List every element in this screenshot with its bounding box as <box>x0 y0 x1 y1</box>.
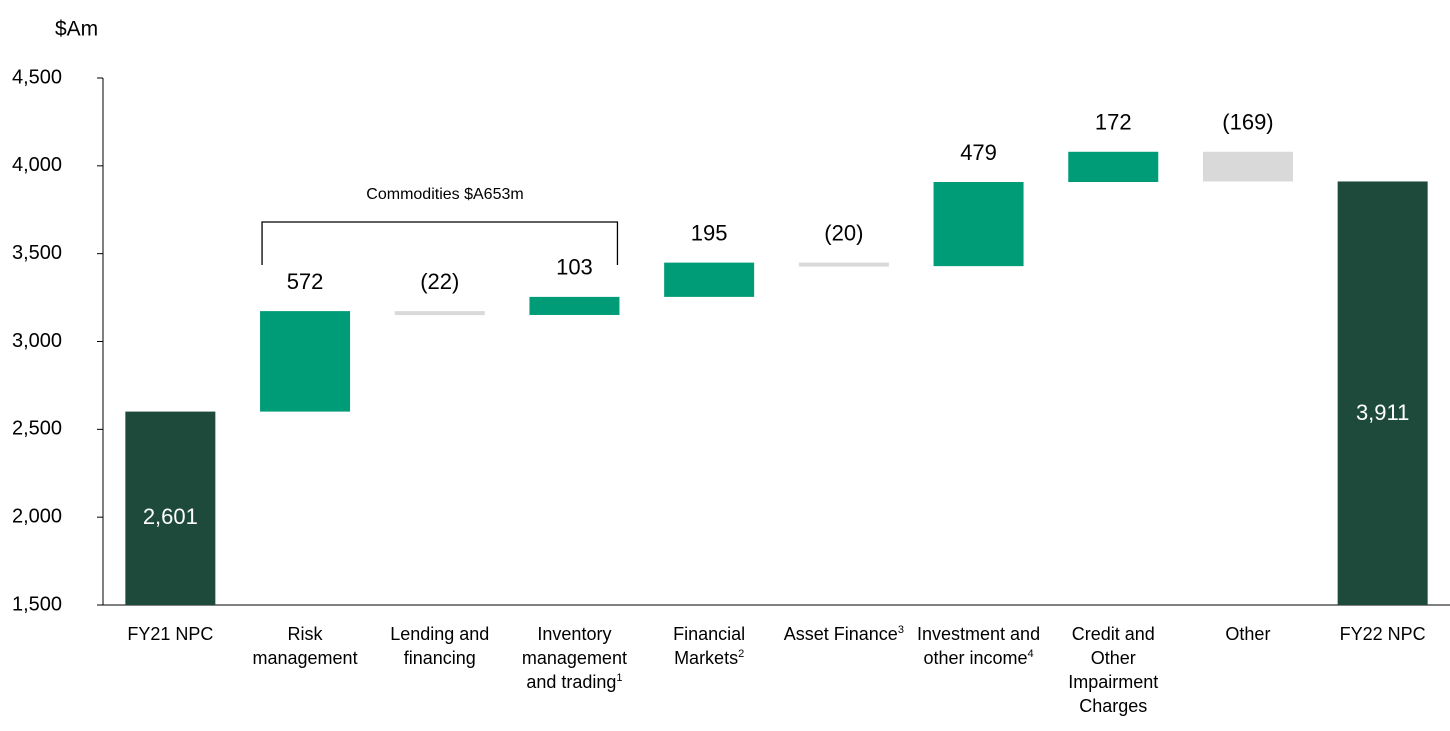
y-tick-label: 4,000 <box>12 154 62 176</box>
x-tick-label: Other <box>1183 622 1313 646</box>
y-tick-label: 2,000 <box>12 505 62 527</box>
value-label: (22) <box>420 269 459 294</box>
bar <box>1068 151 1159 182</box>
value-label: (20) <box>824 220 863 245</box>
y-tick-label: 3,500 <box>12 242 62 264</box>
value-label: 195 <box>691 220 728 245</box>
bar <box>260 311 351 412</box>
category-text: Financial Markets <box>673 624 746 668</box>
x-tick-label: Inventory management and trading1 <box>509 622 639 694</box>
category-text: Asset Finance <box>783 624 898 644</box>
footnote-mark: 1 <box>616 672 623 684</box>
category-text: Credit and Other Impairment Charges <box>1068 624 1159 716</box>
footnote-mark: 3 <box>897 624 904 636</box>
bar <box>1202 151 1293 182</box>
category-text: Risk management <box>252 624 358 668</box>
y-tick-label: 4,500 <box>12 66 62 88</box>
category-text: Inventory management and trading <box>521 624 627 692</box>
value-label: 2,601 <box>143 504 198 529</box>
footnote-mark: 2 <box>738 648 745 660</box>
y-axis-label: $Am <box>55 18 98 41</box>
x-tick-label: FY21 NPC <box>105 622 235 646</box>
x-tick-label: FY22 NPC <box>1318 622 1448 646</box>
category-text: Investment and other income <box>917 624 1041 668</box>
bar <box>664 262 755 297</box>
value-label: 479 <box>960 140 997 165</box>
annotation: Commodities $A653m <box>366 186 523 203</box>
bar <box>125 411 216 605</box>
bar <box>529 296 620 315</box>
value-label: (169) <box>1222 110 1273 135</box>
x-tick-label: Asset Finance3 <box>779 622 909 646</box>
x-tick-label: Lending and financing <box>375 622 505 670</box>
x-tick-label: Financial Markets2 <box>644 622 774 670</box>
bar <box>798 262 889 267</box>
x-tick-label: Credit and Other Impairment Charges <box>1048 622 1178 718</box>
bar <box>1337 181 1428 606</box>
category-text: Other <box>1225 624 1271 644</box>
y-tick-label: 3,000 <box>12 330 62 352</box>
bar <box>394 311 485 316</box>
footnote-mark: 4 <box>1027 648 1034 660</box>
y-tick-label: 2,500 <box>12 418 62 440</box>
x-tick-label: Risk management <box>240 622 370 670</box>
annotation-bracket <box>261 221 619 265</box>
value-label: 103 <box>556 255 593 280</box>
y-tick-label: 1,500 <box>12 593 62 615</box>
bar <box>933 181 1024 267</box>
x-tick-label: Investment and other income4 <box>914 622 1044 670</box>
value-label: 3,911 <box>1356 400 1409 425</box>
value-label: 172 <box>1095 110 1132 135</box>
value-label: 572 <box>287 269 324 294</box>
category-text: Lending and financing <box>390 624 490 668</box>
category-text: FY21 NPC <box>127 624 214 644</box>
category-text: FY22 NPC <box>1339 624 1426 644</box>
